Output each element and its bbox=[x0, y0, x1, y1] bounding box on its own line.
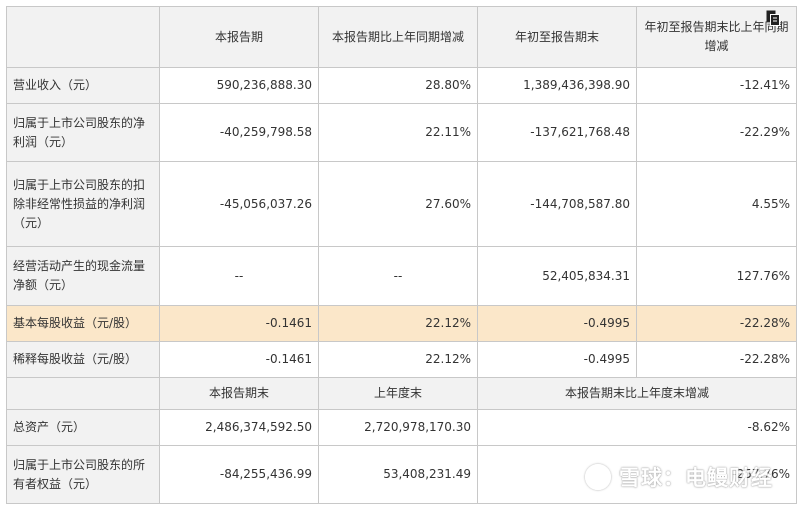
cell-ytd: -0.4995 bbox=[477, 305, 637, 342]
subheader-row: 本报告期末 上年度末 本报告期末比上年度末增减 bbox=[6, 377, 797, 410]
cell-ytd: -137,621,768.48 bbox=[477, 103, 637, 162]
cell-ytd-change: 127.76% bbox=[636, 246, 797, 306]
watermark: 雪球：电鳗财经 bbox=[585, 462, 773, 492]
row-label: 营业收入（元） bbox=[6, 67, 160, 104]
cell-period-end: -84,255,436.99 bbox=[159, 445, 319, 504]
header-yoy-change: 本报告期比上年同期增减 bbox=[318, 6, 478, 68]
row-label: 归属于上市公司股东的净利润（元） bbox=[6, 103, 160, 162]
subheader-corner bbox=[6, 377, 160, 410]
header-ytd: 年初至报告期末 bbox=[477, 6, 637, 68]
header-current-period: 本报告期 bbox=[159, 6, 319, 68]
financial-table: 本报告期 本报告期比上年同期增减 年初至报告期末 年初至报告期末比上年同期增减 … bbox=[6, 6, 797, 504]
table-row-highlighted: 基本每股收益（元/股） -0.1461 22.12% -0.4995 -22.2… bbox=[6, 305, 797, 342]
cell-current: 590,236,888.30 bbox=[159, 67, 319, 104]
cell-yoy: 22.12% bbox=[318, 305, 478, 342]
table-row: 经营活动产生的现金流量净额（元） -- -- 52,405,834.31 127… bbox=[6, 246, 797, 306]
cell-current: -45,056,037.26 bbox=[159, 161, 319, 247]
cell-ytd-change: -12.41% bbox=[636, 67, 797, 104]
header-corner bbox=[6, 6, 160, 68]
table-row: 归属于上市公司股东的所有者权益（元） -84,255,436.99 53,408… bbox=[6, 445, 797, 504]
cell-current: -40,259,798.58 bbox=[159, 103, 319, 162]
cell-ytd: -144,708,587.80 bbox=[477, 161, 637, 247]
table-row: 总资产（元） 2,486,374,592.50 2,720,978,170.30… bbox=[6, 409, 797, 446]
cell-prior-year-end: 53,408,231.49 bbox=[318, 445, 478, 504]
table-row: 营业收入（元） 590,236,888.30 28.80% 1,389,436,… bbox=[6, 67, 797, 104]
row-label: 基本每股收益（元/股） bbox=[6, 305, 160, 342]
row-label: 归属于上市公司股东的扣除非经常性损益的净利润（元） bbox=[6, 161, 160, 247]
cell-current: -0.1461 bbox=[159, 305, 319, 342]
cell-current: -- bbox=[159, 246, 319, 306]
cell-yoy: 27.60% bbox=[318, 161, 478, 247]
table-row: 归属于上市公司股东的净利润（元） -40,259,798.58 22.11% -… bbox=[6, 103, 797, 162]
cell-ytd-change: -22.28% bbox=[636, 305, 797, 342]
cell-ytd: 1,389,436,398.90 bbox=[477, 67, 637, 104]
header-row: 本报告期 本报告期比上年同期增减 年初至报告期末 年初至报告期末比上年同期增减 bbox=[6, 6, 797, 68]
row-label: 总资产（元） bbox=[6, 409, 160, 446]
cell-change: -257.76% bbox=[477, 445, 797, 504]
subheader-change: 本报告期末比上年度末增减 bbox=[477, 377, 797, 410]
subheader-period-end: 本报告期末 bbox=[159, 377, 319, 410]
copy-icon[interactable] bbox=[766, 10, 780, 26]
cell-ytd: 52,405,834.31 bbox=[477, 246, 637, 306]
cell-yoy: 22.12% bbox=[318, 341, 478, 378]
table-row: 稀释每股收益（元/股） -0.1461 22.12% -0.4995 -22.2… bbox=[6, 341, 797, 378]
snowball-logo-icon bbox=[585, 464, 611, 490]
cell-current: -0.1461 bbox=[159, 341, 319, 378]
row-label: 归属于上市公司股东的所有者权益（元） bbox=[6, 445, 160, 504]
cell-period-end: 2,486,374,592.50 bbox=[159, 409, 319, 446]
cell-ytd: -0.4995 bbox=[477, 341, 637, 378]
cell-ytd-change: -22.29% bbox=[636, 103, 797, 162]
cell-change: -8.62% bbox=[477, 409, 797, 446]
cell-yoy: -- bbox=[318, 246, 478, 306]
row-label: 经营活动产生的现金流量净额（元） bbox=[6, 246, 160, 306]
table-row: 归属于上市公司股东的扣除非经常性损益的净利润（元） -45,056,037.26… bbox=[6, 161, 797, 247]
cell-prior-year-end: 2,720,978,170.30 bbox=[318, 409, 478, 446]
cell-ytd-change: -22.28% bbox=[636, 341, 797, 378]
watermark-text: 雪球：电鳗财经 bbox=[619, 466, 773, 490]
cell-yoy: 28.80% bbox=[318, 67, 478, 104]
subheader-prior-year-end: 上年度末 bbox=[318, 377, 478, 410]
cell-ytd-change: 4.55% bbox=[636, 161, 797, 247]
cell-yoy: 22.11% bbox=[318, 103, 478, 162]
row-label: 稀释每股收益（元/股） bbox=[6, 341, 160, 378]
